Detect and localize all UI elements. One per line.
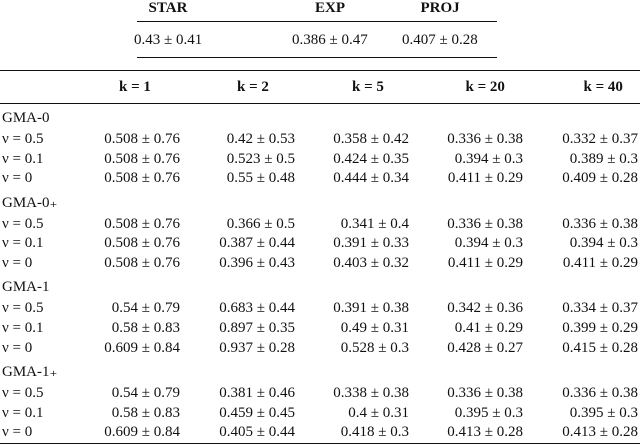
cell: 0.358 ± 0.42 <box>333 131 409 147</box>
cell: 0.937 ± 0.28 <box>219 339 295 356</box>
row-label: ν = 0.1 <box>2 235 44 252</box>
row-label: ν = 0.5 <box>2 215 44 232</box>
cell: 0.394 ± 0.3 <box>454 235 523 252</box>
rule <box>137 57 497 58</box>
row-label: ν = 0 <box>2 170 33 187</box>
cell: 0.413 ± 0.28 <box>447 424 523 441</box>
row-label: ν = 0.1 <box>2 319 44 336</box>
cell: 0.381 ± 0.46 <box>219 384 295 401</box>
cell: 0.508 ± 0.76 <box>104 255 180 271</box>
cell: 0.424 ± 0.35 <box>333 150 409 167</box>
cell: 0.334 ± 0.37 <box>562 300 638 317</box>
rule <box>0 443 640 444</box>
cell: 0.342 ± 0.36 <box>447 300 523 317</box>
cell: 0.341 ± 0.4 <box>340 215 409 232</box>
cell: 0.395 ± 0.3 <box>569 404 638 421</box>
row-label: ν = 0 <box>2 339 33 356</box>
cell: 0.4 ± 0.31 <box>348 404 409 421</box>
cell: 0.609 ± 0.84 <box>104 339 180 356</box>
row-label: ν = 0.1 <box>2 404 44 421</box>
row-label: ν = 0.5 <box>2 300 44 317</box>
summary-header: PROJ <box>420 0 460 16</box>
cell: 0.54 ± 0.79 <box>111 300 180 317</box>
cell: 0.58 ± 0.83 <box>111 319 180 336</box>
cell: 0.418 ± 0.3 <box>340 424 409 441</box>
column-header: k = 5 <box>352 79 384 95</box>
cell: 0.396 ± 0.43 <box>219 255 295 271</box>
cell: 0.403 ± 0.32 <box>333 255 409 271</box>
row-label: ν = 0 <box>2 255 33 271</box>
summary-header: EXP <box>315 0 345 16</box>
cell: 0.336 ± 0.38 <box>447 215 523 232</box>
cell: 0.413 ± 0.28 <box>562 424 638 441</box>
cell: 0.49 ± 0.31 <box>340 319 409 336</box>
column-header: k = 40 <box>583 79 623 95</box>
cell: 0.409 ± 0.28 <box>562 170 638 187</box>
cell: 0.415 ± 0.28 <box>562 339 638 356</box>
column-header: k = 1 <box>119 79 151 95</box>
cell: 0.336 ± 0.38 <box>562 215 638 232</box>
group-name: GMA-1₊ <box>2 363 58 380</box>
cell: 0.405 ± 0.44 <box>219 424 295 441</box>
column-header: k = 2 <box>237 79 269 95</box>
cell: 0.336 ± 0.38 <box>447 384 523 401</box>
cell: 0.338 ± 0.38 <box>333 384 409 401</box>
rule <box>0 103 640 104</box>
cell: 0.391 ± 0.33 <box>333 235 409 252</box>
cell: 0.528 ± 0.3 <box>340 339 409 356</box>
rule <box>0 70 640 71</box>
cell: 0.411 ± 0.29 <box>562 255 638 271</box>
column-header: k = 20 <box>465 79 505 95</box>
cell: 0.459 ± 0.45 <box>219 404 295 421</box>
row-label: ν = 0.5 <box>2 384 44 401</box>
cell: 0.523 ± 0.5 <box>226 150 295 167</box>
cell: 0.508 ± 0.76 <box>104 215 180 232</box>
cell: 0.428 ± 0.27 <box>447 339 523 356</box>
group-name: GMA-1 <box>2 279 50 296</box>
cell: 0.391 ± 0.38 <box>333 300 409 317</box>
cell: 0.444 ± 0.34 <box>333 170 409 187</box>
row-label: ν = 0.5 <box>2 131 44 147</box>
cell: 0.508 ± 0.76 <box>104 131 180 147</box>
cell: 0.41 ± 0.29 <box>454 319 523 336</box>
cell: 0.399 ± 0.29 <box>562 319 638 336</box>
cell: 0.508 ± 0.76 <box>104 170 180 187</box>
cell: 0.55 ± 0.48 <box>226 170 295 187</box>
cell: 0.389 ± 0.3 <box>569 150 638 167</box>
summary-header: STAR <box>148 0 188 16</box>
cell: 0.366 ± 0.5 <box>226 215 295 232</box>
cell: 0.411 ± 0.29 <box>447 255 523 271</box>
cell: 0.609 ± 0.84 <box>104 424 180 441</box>
cell: 0.411 ± 0.29 <box>447 170 523 187</box>
cell: 0.395 ± 0.3 <box>454 404 523 421</box>
row-label: ν = 0.1 <box>2 150 44 167</box>
summary-value: 0.386 ± 0.47 <box>292 32 368 48</box>
row-label: ν = 0 <box>2 424 33 441</box>
cell: 0.683 ± 0.44 <box>219 300 295 317</box>
summary-value: 0.407 ± 0.28 <box>402 32 478 48</box>
cell: 0.897 ± 0.35 <box>219 319 295 336</box>
cell: 0.394 ± 0.3 <box>569 235 638 252</box>
rule <box>137 21 497 22</box>
cell: 0.508 ± 0.76 <box>104 150 180 167</box>
cell: 0.332 ± 0.37 <box>562 131 638 147</box>
cell: 0.387 ± 0.44 <box>219 235 295 252</box>
cell: 0.42 ± 0.53 <box>226 131 295 147</box>
cell: 0.336 ± 0.38 <box>447 131 523 147</box>
cell: 0.508 ± 0.76 <box>104 235 180 252</box>
cell: 0.394 ± 0.3 <box>454 150 523 167</box>
cell: 0.336 ± 0.38 <box>562 384 638 401</box>
group-name: GMA-0₊ <box>2 194 58 211</box>
cell: 0.58 ± 0.83 <box>111 404 180 421</box>
cell: 0.54 ± 0.79 <box>111 384 180 401</box>
summary-value: 0.43 ± 0.41 <box>134 32 203 48</box>
group-name: GMA-0 <box>2 110 50 126</box>
